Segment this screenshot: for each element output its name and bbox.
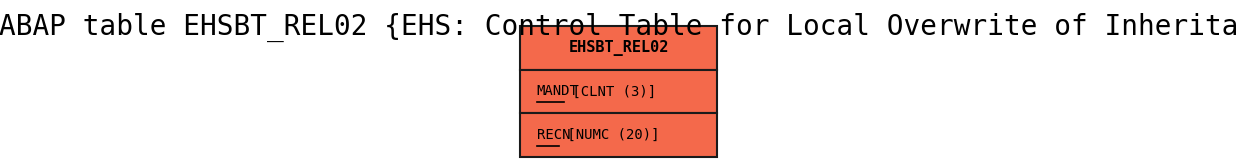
Text: RECN: RECN [537,128,570,142]
Text: SAP ABAP table EHSBT_REL02 {EHS: Control Table for Local Overwrite of Inheritanc: SAP ABAP table EHSBT_REL02 {EHS: Control… [0,13,1237,42]
FancyBboxPatch shape [521,113,716,157]
FancyBboxPatch shape [521,69,716,113]
Text: MANDT: MANDT [537,84,579,98]
Text: [CLNT (3)]: [CLNT (3)] [564,84,656,98]
FancyBboxPatch shape [521,26,716,69]
Text: EHSBT_REL02: EHSBT_REL02 [568,40,669,56]
Text: [NUMC (20)]: [NUMC (20)] [559,128,659,142]
